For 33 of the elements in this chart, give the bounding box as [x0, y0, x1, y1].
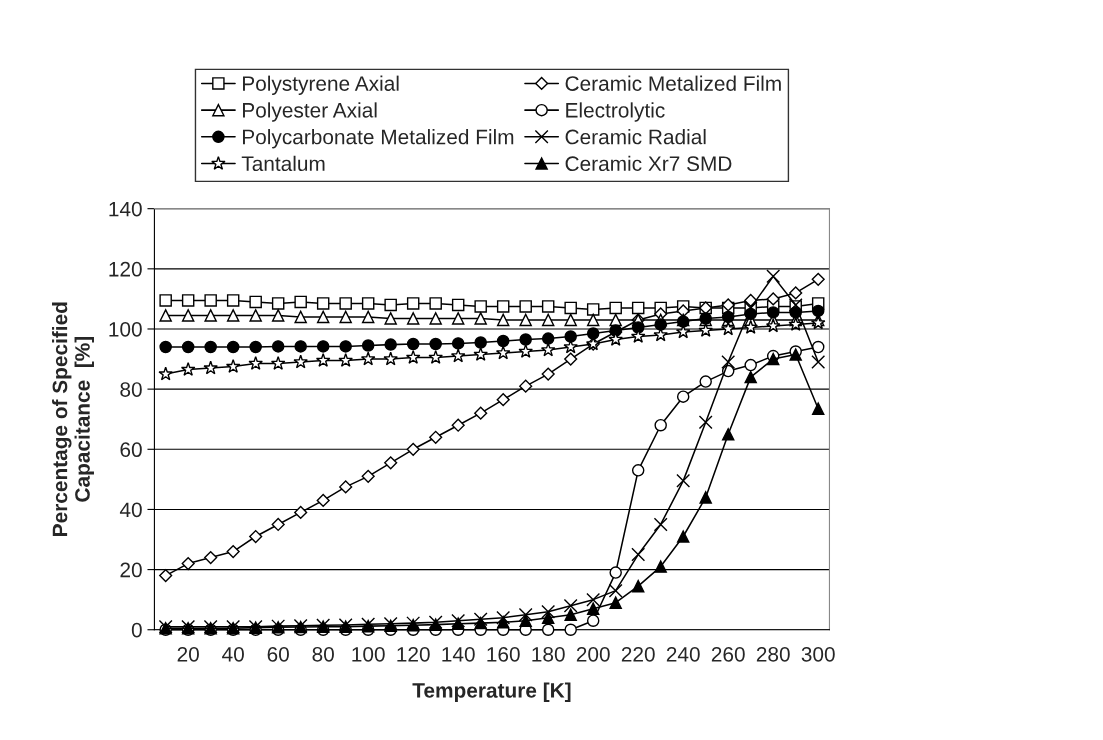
y-tick-label: 140 — [109, 201, 142, 217]
x-tick-label: 220 — [621, 646, 655, 662]
x-tick-label: 60 — [267, 646, 289, 662]
x-tick-label: 280 — [756, 646, 790, 662]
y-axis-title: Percentage of Specified Capacitance [%] — [52, 302, 94, 536]
legend-label: Electrolytic — [566, 102, 665, 122]
x-tick-label: 120 — [397, 646, 430, 662]
y-tick-label: 60 — [120, 442, 142, 458]
legend-label: Ceramic Metalized Film — [565, 75, 781, 91]
legend-label: Polystyrene Axial — [243, 75, 399, 96]
y-tick-label: 120 — [109, 261, 142, 277]
x-tick-label: 20 — [177, 646, 199, 662]
x-tick-label: 140 — [442, 646, 475, 662]
legend-label: Tantalum — [241, 155, 325, 172]
x-tick-label: 260 — [711, 646, 745, 662]
x-tick-label: 200 — [576, 646, 610, 662]
x-tick-label: 40 — [222, 646, 244, 662]
legend-label: Polyester Axial — [243, 102, 377, 122]
legend-label: Polycarbonate Metalized Film — [243, 129, 514, 149]
x-tick-label: 240 — [666, 646, 700, 662]
x-tick-label: 100 — [352, 646, 385, 662]
x-tick-label: 180 — [532, 646, 565, 662]
x-tick-label: 300 — [801, 646, 835, 662]
y-tick-label: 20 — [120, 562, 142, 578]
legend-label: Ceramic Xr7 SMD — [565, 155, 732, 172]
x-tick-label: 80 — [312, 646, 334, 662]
y-tick-label: 40 — [119, 502, 142, 518]
y-tick-label: 80 — [120, 382, 142, 397]
y-tick-label: 100 — [109, 321, 142, 337]
legend-label: Ceramic Radial — [565, 129, 706, 145]
y-tick-label: 0 — [131, 622, 142, 638]
x-axis-title: Temperature [K] — [412, 682, 571, 702]
x-tick-label: 160 — [487, 646, 520, 662]
